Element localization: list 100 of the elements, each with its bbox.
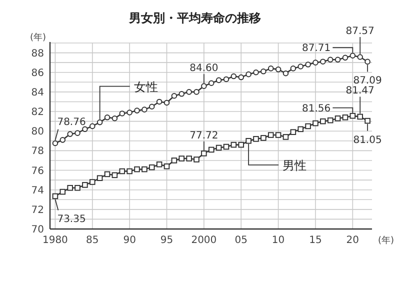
point xyxy=(327,117,334,124)
point xyxy=(194,89,200,95)
point xyxy=(216,77,222,84)
y-tick-label: 70 xyxy=(31,224,44,236)
point xyxy=(67,184,73,191)
y-tick-label: 84 xyxy=(31,87,44,98)
point xyxy=(60,137,66,143)
y-tick-label: 82 xyxy=(31,107,44,118)
y-axis-title: (年) xyxy=(30,32,46,43)
point xyxy=(238,142,244,148)
point xyxy=(52,140,58,146)
chart-title: 男女別・平均寿命の推移 xyxy=(128,11,261,25)
point xyxy=(312,60,318,66)
point xyxy=(268,132,274,138)
x-tick-label: 90 xyxy=(123,235,136,246)
point xyxy=(364,118,370,124)
point xyxy=(74,130,80,136)
y-tick-label: 80 xyxy=(31,126,44,138)
point xyxy=(82,126,88,132)
point xyxy=(52,193,58,200)
point xyxy=(342,114,348,120)
point xyxy=(334,115,341,122)
point xyxy=(312,120,318,126)
point xyxy=(142,166,148,172)
point xyxy=(290,129,296,135)
point xyxy=(253,136,259,142)
point xyxy=(275,132,282,138)
point xyxy=(290,66,296,72)
point xyxy=(298,64,304,70)
point xyxy=(164,163,170,170)
point xyxy=(223,76,230,82)
point xyxy=(246,71,252,78)
data-label: 81.56 xyxy=(302,103,331,114)
point xyxy=(112,115,118,122)
data-label: 81.05 xyxy=(353,134,382,146)
point xyxy=(305,62,311,68)
point xyxy=(357,114,363,120)
data-label: 73.35 xyxy=(57,214,86,226)
series-label: 男性 xyxy=(282,158,307,172)
point xyxy=(119,168,126,174)
point xyxy=(282,70,289,76)
point xyxy=(134,166,140,172)
point xyxy=(223,144,230,150)
data-label: 87.57 xyxy=(346,26,374,37)
point xyxy=(201,83,207,89)
point xyxy=(350,112,356,119)
point xyxy=(298,126,304,132)
y-tick-label: 78 xyxy=(31,146,44,158)
point xyxy=(275,66,282,72)
data-label: 87.71 xyxy=(302,43,331,54)
point xyxy=(60,188,66,195)
point xyxy=(112,172,118,178)
point xyxy=(201,150,207,156)
data-label: 77.72 xyxy=(190,130,218,142)
point xyxy=(208,80,214,86)
point xyxy=(156,98,162,105)
point xyxy=(230,73,237,80)
series-label: 女性 xyxy=(134,80,158,94)
point xyxy=(142,106,148,112)
point xyxy=(126,110,132,116)
point xyxy=(74,184,80,191)
point xyxy=(178,156,185,162)
point xyxy=(178,91,185,97)
point xyxy=(268,66,274,72)
point xyxy=(216,144,222,151)
x-tick-label: 85 xyxy=(86,235,99,246)
point xyxy=(156,161,162,168)
point xyxy=(134,108,140,114)
point xyxy=(342,54,348,61)
point xyxy=(208,146,214,153)
x-tick-label: 15 xyxy=(309,235,322,246)
point xyxy=(126,168,132,174)
data-label: 87.09 xyxy=(353,76,382,87)
point xyxy=(282,134,289,140)
point xyxy=(119,110,126,116)
point xyxy=(148,104,155,110)
point xyxy=(350,52,356,59)
point xyxy=(104,171,110,178)
point xyxy=(327,56,334,63)
point xyxy=(320,118,326,124)
point xyxy=(230,142,237,148)
x-tick-label: 2000 xyxy=(191,235,217,246)
point xyxy=(171,92,178,99)
point xyxy=(246,138,252,144)
y-tick-label: 74 xyxy=(31,185,44,196)
y-tick-label: 72 xyxy=(31,204,44,216)
point xyxy=(238,74,244,80)
point xyxy=(260,68,266,74)
data-label: 78.76 xyxy=(57,117,86,128)
point xyxy=(171,158,178,164)
point xyxy=(186,156,192,162)
point xyxy=(364,58,370,65)
point xyxy=(253,69,259,76)
point xyxy=(164,100,170,106)
x-tick-label: 10 xyxy=(272,235,285,246)
data-label: 81.47 xyxy=(346,86,374,97)
point xyxy=(89,123,96,130)
x-axis-title: (年) xyxy=(378,235,394,246)
point xyxy=(96,119,103,126)
point xyxy=(148,164,155,170)
